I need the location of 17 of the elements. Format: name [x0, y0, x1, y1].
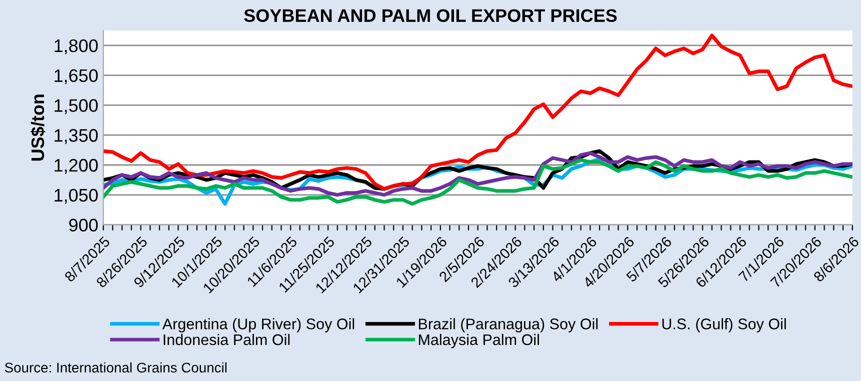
legend-label: Malaysia Palm Oil [418, 334, 539, 348]
y-tick-label: 1,200 [54, 158, 98, 174]
source-note: Source: International Grains Council [4, 362, 226, 373]
y-tick-label: 900 [69, 218, 98, 232]
legend-label: Indonesia Palm Oil [164, 334, 290, 346]
chart-title: SOYBEAN AND PALM OIL EXPORT PRICES [244, 9, 617, 22]
y-axis-title: US$/ton [30, 94, 46, 161]
line-series [103, 34, 852, 191]
y-tick-label: 1,650 [54, 69, 98, 84]
y-tick-label: 1,800 [54, 39, 98, 54]
legend-label: U.S. (Gulf) Soy Oil [662, 318, 786, 332]
line-series [103, 151, 852, 197]
legend-label: Argentina (Up River) Soy Oil [162, 318, 354, 332]
y-tick-label: 1,500 [54, 99, 98, 114]
y-tick-label: 1,050 [54, 188, 98, 204]
legend-label: Brazil (Paranagua) Soy Oil [418, 318, 598, 332]
y-tick-label: 1,350 [54, 129, 98, 144]
